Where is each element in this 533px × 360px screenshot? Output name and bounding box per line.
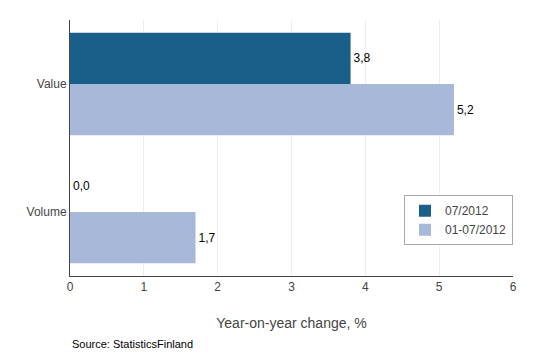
svg-text:1: 1 xyxy=(140,280,147,294)
svg-text:5,2: 5,2 xyxy=(457,103,474,117)
svg-text:4: 4 xyxy=(362,280,369,294)
svg-text:3,8: 3,8 xyxy=(354,51,371,65)
svg-text:Volume: Volume xyxy=(27,205,67,219)
svg-text:3: 3 xyxy=(288,280,295,294)
svg-text:1,7: 1,7 xyxy=(199,231,216,245)
svg-text:0: 0 xyxy=(67,280,74,294)
svg-text:5: 5 xyxy=(436,280,443,294)
svg-text:6: 6 xyxy=(510,280,517,294)
svg-text:Source: StatisticsFinland: Source: StatisticsFinland xyxy=(72,338,193,350)
svg-text:Value: Value xyxy=(37,77,67,91)
svg-text:0,0: 0,0 xyxy=(73,179,90,193)
svg-text:Year-on-year change, %: Year-on-year change, % xyxy=(216,315,366,331)
svg-text:07/2012: 07/2012 xyxy=(445,204,489,218)
svg-text:2: 2 xyxy=(214,280,221,294)
svg-text:01-07/2012: 01-07/2012 xyxy=(445,223,506,237)
